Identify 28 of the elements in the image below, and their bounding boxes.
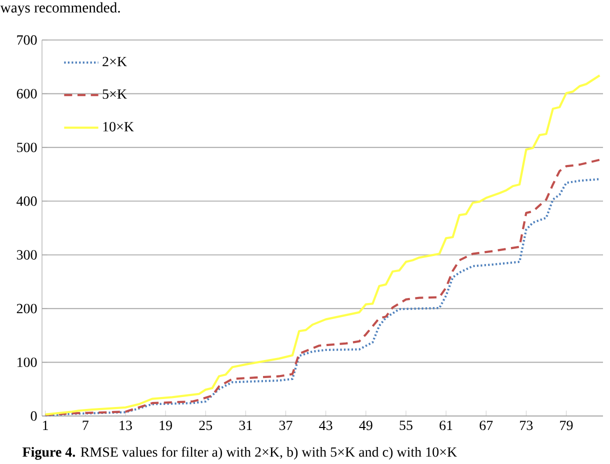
y-tick-label: 100 (18, 358, 37, 368)
y-tick-label: 300 (16, 250, 37, 260)
x-tick-label: 13 (120, 420, 132, 430)
x-tick-label: 19 (160, 420, 172, 430)
x-tick-label: 73 (520, 420, 533, 430)
y-tick-label: 500 (17, 142, 37, 152)
x-tick-label: 55 (400, 420, 412, 430)
text: ways recommended. (0, 2, 120, 16)
legend-label: 2×K (102, 56, 127, 66)
y-tick-label: 0 (30, 411, 37, 421)
legend-label: 10×K (103, 122, 134, 132)
x-tick-label: 7 (82, 420, 88, 430)
x-tick-label: 1 (43, 420, 48, 430)
x-tick-label: 61 (440, 420, 452, 430)
x-tick-label: 25 (199, 420, 212, 430)
x-tick-label: 49 (359, 420, 372, 430)
y-tick-label: 700 (17, 35, 37, 45)
y-tick-label: 600 (16, 89, 37, 98)
x-tick-label: 31 (239, 420, 252, 430)
text: Figure 4. RMSE values for filter a) with 2×K, b) with 5×K and c) with 10×K (22, 446, 457, 460)
legend-label: 5×K (102, 89, 127, 99)
y-tick-label: 400 (16, 196, 37, 206)
line-series (44, 74, 601, 416)
x-tick-label: 37 (279, 420, 292, 430)
x-tick-label: 43 (319, 420, 332, 430)
x-tick-label: 67 (480, 420, 493, 430)
x-tick-label: 79 (560, 420, 573, 430)
y-tick-label: 200 (16, 304, 37, 314)
